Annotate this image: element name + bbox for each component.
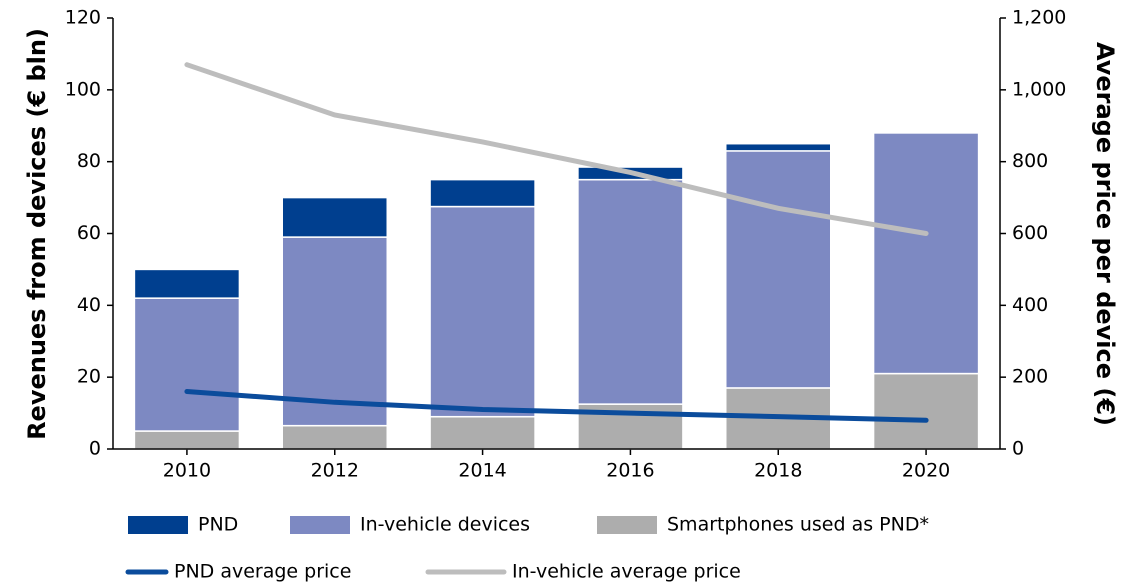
y2-axis-title: Average price per device (€): [1091, 42, 1119, 426]
y-tick-label: 80: [77, 150, 101, 172]
bar-segment: [725, 142, 832, 152]
legend-label: PND: [198, 514, 238, 536]
y-tick-label: 60: [77, 222, 101, 244]
line-series: [184, 389, 929, 423]
bar-segment: [429, 205, 536, 418]
x-tick-label: 2016: [606, 460, 654, 482]
bar-segment: [133, 268, 241, 299]
x-tick-label: 2018: [754, 460, 802, 482]
y2-tick-label: 400: [1012, 294, 1048, 316]
y-axis-title: Revenues from devices (€ bln): [23, 28, 51, 440]
legend-swatch: [128, 516, 188, 534]
legend-label: In-vehicle devices: [360, 514, 530, 536]
x-tick-label: 2020: [902, 460, 950, 482]
y2-tick-label: 600: [1012, 222, 1048, 244]
y-tick-label: 120: [65, 7, 101, 29]
y-tick-label: 20: [77, 366, 101, 388]
y-tick-label: 40: [77, 294, 101, 316]
bar-segment: [133, 297, 241, 432]
bar-segment: [281, 196, 388, 238]
bar-segment: [725, 150, 832, 389]
y2-tick-label: 0: [1012, 438, 1024, 460]
bar-segment: [429, 178, 536, 208]
bar-segment: [429, 415, 536, 450]
legend-label: In-vehicle average price: [512, 561, 741, 583]
bar-segment: [133, 430, 241, 450]
x-tick-label: 2012: [311, 460, 359, 482]
y2-tick-label: 1,200: [1012, 7, 1066, 29]
y2-tick-label: 1,000: [1012, 78, 1066, 100]
legend-label: Smartphones used as PND*: [667, 514, 929, 536]
y-tick-label: 100: [65, 78, 101, 100]
legend-label: PND average price: [174, 561, 351, 583]
x-tick-label: 2014: [458, 460, 506, 482]
bar-segment: [281, 424, 388, 450]
legend-swatch: [597, 516, 657, 534]
legend-swatch: [290, 516, 350, 534]
y-tick-label: 0: [89, 438, 101, 460]
bar-segment: [577, 178, 684, 405]
bar-segment: [281, 236, 388, 427]
line-series: [184, 62, 929, 236]
x-tick-label: 2010: [163, 460, 211, 482]
bar-segment: [872, 132, 980, 375]
y2-tick-label: 200: [1012, 366, 1048, 388]
bar-segment: [872, 372, 980, 450]
y2-tick-label: 800: [1012, 150, 1048, 172]
